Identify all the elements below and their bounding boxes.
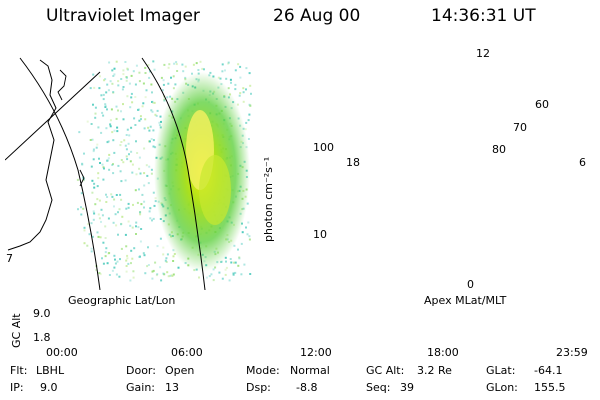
seq-value: 39 (400, 381, 414, 394)
mlt-label-18: 18 (346, 156, 360, 169)
right-panel-caption: Apex MLat/MLT (424, 294, 507, 307)
colorbar-unit-label: photon cm⁻²s⁻¹ (262, 156, 275, 242)
lat-label-80: 80 (492, 143, 506, 156)
time-tick-0600: 06:00 (171, 346, 203, 359)
gain-label: Gain: (126, 381, 155, 394)
image-date: 26 Aug 00 (273, 6, 361, 26)
gc-alt-label: GC Alt: (366, 364, 405, 377)
grid-line (19, 57, 101, 290)
gc-alt-value: 3.2 Re (417, 364, 452, 377)
colorbar-tick-100: 100 (313, 141, 334, 154)
mlt-label-0: 0 (467, 278, 474, 291)
altitude-tick-bottom: 1.8 (33, 331, 51, 344)
geographic-image-panel (5, 57, 252, 290)
map-edge-label: 7 (6, 252, 13, 265)
image-time: 14:36:31 UT (431, 6, 536, 26)
time-tick-1800: 18:00 (427, 346, 459, 359)
grid-line (141, 57, 206, 290)
flt-label: Flt: (10, 364, 28, 377)
glon-value: 155.5 (534, 381, 566, 394)
flt-value: LBHL (36, 364, 65, 377)
grid-line (5, 71, 101, 161)
dsp-label: Dsp: (246, 381, 271, 394)
lat-label-60: 60 (535, 98, 549, 111)
coastline (7, 59, 57, 251)
door-value: Open (165, 364, 195, 377)
time-tick-0000: 00:00 (46, 346, 78, 359)
gain-value: 13 (165, 381, 179, 394)
time-tick-2359: 23:59 (556, 346, 588, 359)
ip-value: 9.0 (40, 381, 58, 394)
glon-label: GLon: (486, 381, 518, 394)
instrument-title: Ultraviolet Imager (46, 6, 200, 26)
door-label: Door: (126, 364, 156, 377)
altitude-axis-label: GC Alt (10, 313, 23, 348)
altitude-tick-top: 9.0 (33, 307, 51, 320)
mlt-label-12: 12 (476, 47, 490, 60)
ip-label: IP: (10, 381, 24, 394)
seq-label: Seq: (366, 381, 391, 394)
mode-label: Mode: (246, 364, 280, 377)
colorbar-tick-10: 10 (313, 228, 327, 241)
glat-value: -64.1 (534, 364, 563, 377)
glat-label: GLat: (486, 364, 516, 377)
dsp-value: -8.8 (296, 381, 318, 394)
time-tick-1200: 12:00 (300, 346, 332, 359)
mode-value: Normal (290, 364, 330, 377)
left-panel-caption: Geographic Lat/Lon (68, 294, 176, 307)
lat-label-70: 70 (513, 121, 527, 134)
mlt-label-6: 6 (579, 156, 586, 169)
